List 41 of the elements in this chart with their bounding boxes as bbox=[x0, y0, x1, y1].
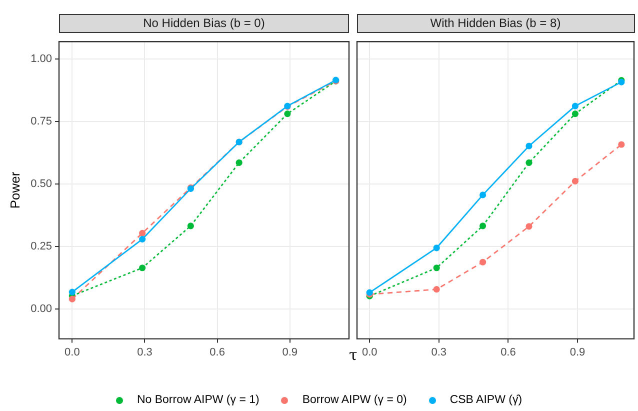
point bbox=[68, 288, 76, 296]
x-tick-label: 0.6 bbox=[210, 346, 225, 358]
point bbox=[526, 223, 532, 230]
point bbox=[284, 110, 291, 118]
y-axis-title: Power bbox=[7, 171, 22, 209]
point bbox=[526, 142, 532, 150]
legend-label: CSB AIPW (γ̂) bbox=[450, 394, 522, 406]
point bbox=[572, 102, 579, 110]
point bbox=[572, 178, 579, 185]
point bbox=[187, 222, 194, 230]
point bbox=[433, 264, 440, 272]
x-tick-label: 0.9 bbox=[282, 346, 298, 358]
point bbox=[139, 230, 146, 236]
x-axis-title: τ bbox=[349, 346, 358, 364]
legend-label: Borrow AIPW (γ = 0) bbox=[302, 394, 407, 406]
x-tick-label: 0.9 bbox=[570, 346, 586, 358]
point bbox=[479, 258, 486, 266]
point bbox=[572, 110, 579, 118]
point bbox=[433, 286, 440, 293]
chart-title: No Hidden Bias (b = 0) bbox=[58, 14, 350, 33]
x-tick-label: 0.0 bbox=[64, 346, 80, 358]
legend-label: No Borrow AIPW (γ = 1) bbox=[136, 394, 260, 406]
y-tick-label: 1.00 bbox=[30, 53, 52, 66]
point bbox=[618, 141, 625, 148]
x-tick-label: 0.3 bbox=[431, 346, 447, 358]
point bbox=[139, 264, 146, 272]
point bbox=[479, 222, 486, 230]
point bbox=[236, 159, 242, 166]
y-tick-label: 0.00 bbox=[30, 302, 52, 315]
point bbox=[68, 296, 76, 302]
x-tick-label: 0.3 bbox=[137, 346, 152, 358]
x-tick-label: 0.6 bbox=[500, 346, 516, 358]
point bbox=[433, 244, 440, 252]
point bbox=[526, 159, 532, 166]
chart-title: With Hidden Bias (b = 8) bbox=[356, 14, 634, 33]
x-tick-label: 0.0 bbox=[362, 346, 378, 358]
y-tick-label: 0.75 bbox=[30, 116, 52, 128]
point bbox=[139, 236, 146, 242]
point bbox=[479, 192, 486, 198]
y-tick-label: 0.25 bbox=[30, 240, 52, 252]
y-tick-label: 0.50 bbox=[30, 178, 52, 190]
